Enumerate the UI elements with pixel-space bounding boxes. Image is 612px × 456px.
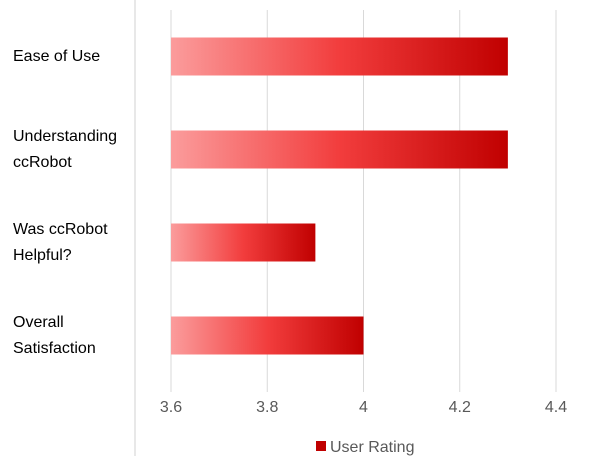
bar (171, 37, 508, 76)
x-tick-label: 3.6 (160, 399, 182, 416)
bar (171, 223, 316, 262)
legend-swatch (316, 441, 326, 451)
legend-label: User Rating (330, 439, 414, 456)
x-tick-label: 3.8 (256, 399, 278, 416)
bar (171, 130, 508, 169)
x-tick-label: 4.2 (449, 399, 471, 416)
y-tick-label: Was ccRobot Helpful? (13, 220, 108, 264)
y-tick-label: Ease of Use (13, 47, 101, 65)
x-tick-label: 4 (359, 399, 368, 416)
bar (171, 316, 364, 355)
y-tick-label: Understanding ccRobot (13, 127, 118, 171)
x-tick-label: 4.4 (545, 399, 567, 416)
y-tick-label: Overall Satisfaction (13, 313, 96, 357)
